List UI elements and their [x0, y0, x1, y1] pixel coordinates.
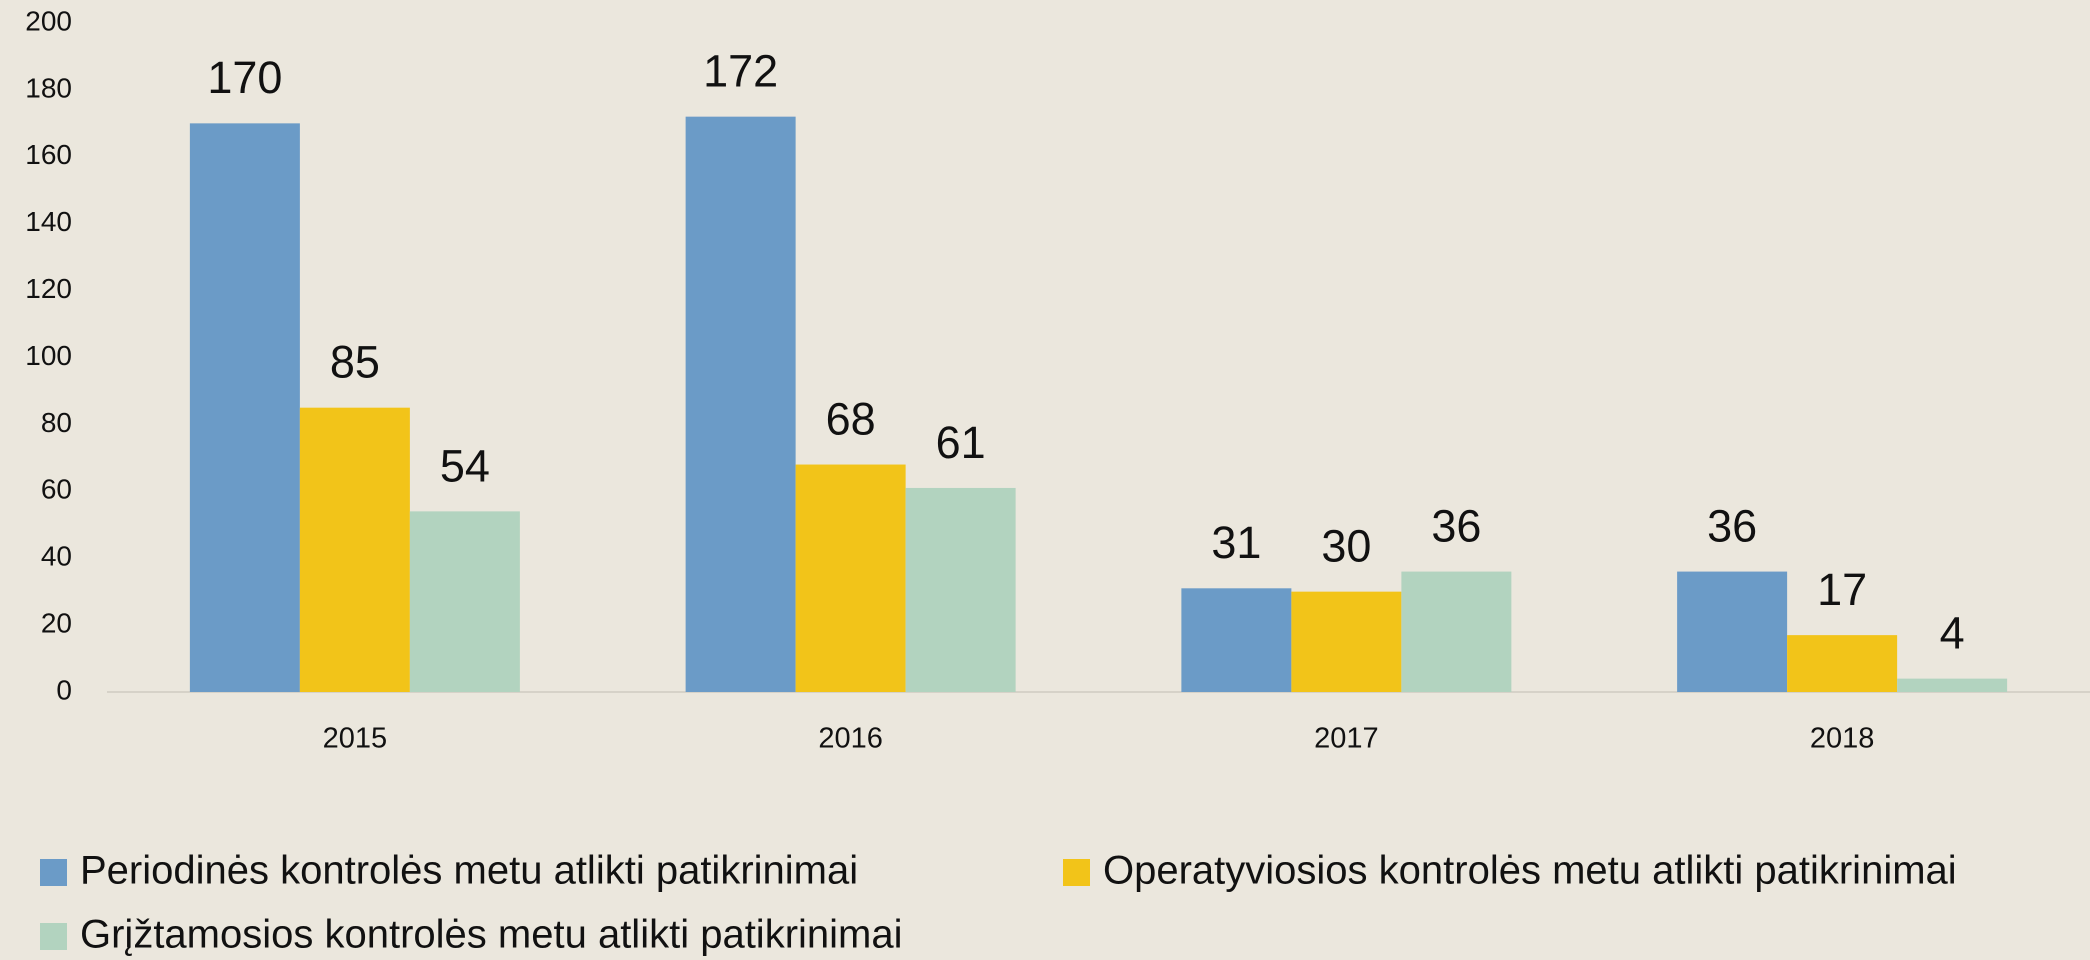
y-tick-label: 180 — [25, 72, 72, 103]
bar — [1677, 571, 1788, 692]
data-label: 36 — [1431, 500, 1481, 551]
y-tick-label: 140 — [25, 206, 72, 237]
x-tick-label: 2015 — [323, 723, 388, 755]
legend-label: Periodinės kontrolės metu atlikti patikr… — [80, 849, 858, 893]
legend-swatch — [40, 923, 67, 950]
legend-swatch — [1063, 859, 1090, 886]
legend-swatch — [40, 859, 67, 886]
y-tick-label: 40 — [41, 541, 72, 572]
y-tick-label: 0 — [56, 674, 72, 705]
bar — [795, 464, 906, 692]
bar — [1181, 588, 1292, 692]
legend-label: Operatyviosios kontrolės metu atlikti pa… — [1103, 849, 1957, 893]
x-tick-label: 2018 — [1810, 723, 1875, 755]
data-label: 85 — [330, 337, 380, 388]
bar — [409, 511, 520, 692]
data-label: 54 — [440, 440, 490, 491]
data-label: 30 — [1321, 521, 1371, 572]
bar — [1897, 678, 2008, 692]
bar — [1401, 571, 1512, 692]
bar — [189, 123, 300, 693]
data-label: 172 — [703, 46, 778, 97]
data-label: 61 — [936, 417, 986, 468]
legend-label: Grįžtamosios kontrolės metu atlikti pati… — [80, 913, 902, 957]
data-label: 68 — [826, 393, 876, 444]
bar — [1291, 591, 1402, 692]
data-label: 36 — [1707, 500, 1757, 551]
data-label: 17 — [1817, 564, 1867, 615]
bar — [299, 407, 410, 692]
data-label: 4 — [1940, 608, 1965, 659]
x-tick-label: 2017 — [1314, 723, 1379, 755]
x-tick-label: 2016 — [818, 723, 883, 755]
y-tick-label: 20 — [41, 607, 72, 638]
y-tick-label: 120 — [25, 273, 72, 304]
y-tick-label: 100 — [25, 340, 72, 371]
y-tick-label: 160 — [25, 139, 72, 170]
bar — [685, 116, 796, 692]
y-tick-label: 80 — [41, 407, 72, 438]
bar — [905, 487, 1016, 692]
data-label: 170 — [207, 52, 282, 103]
data-label: 31 — [1211, 517, 1261, 568]
y-tick-label: 200 — [25, 5, 72, 36]
bar — [1787, 635, 1898, 692]
y-tick-label: 60 — [41, 474, 72, 505]
